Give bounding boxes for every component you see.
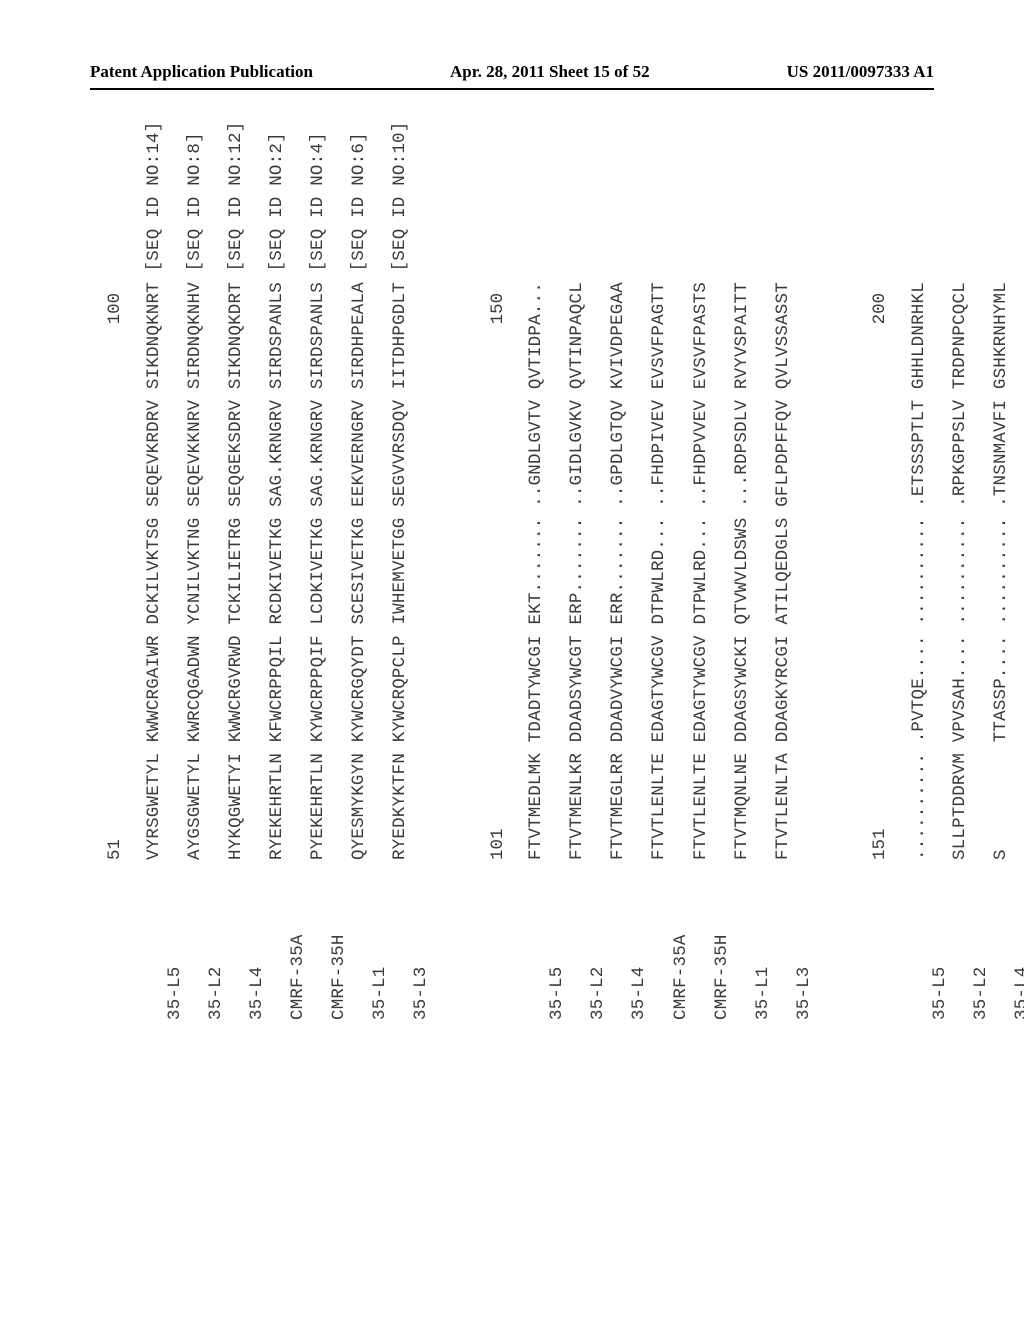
ruler-start: 151	[870, 828, 890, 860]
position-ruler: 51 100	[105, 0, 125, 860]
ruler-end: 100	[105, 293, 125, 325]
sequence-row: AYGSGWETYL KWRCQGADWN YCNILVKTNG SEQEVKK…	[184, 0, 208, 860]
sequence-row: VYRSGWETYL KWWCRGAIWR DCKILVKTSG SEQEVKR…	[143, 0, 167, 860]
ruler-end: 200	[870, 293, 890, 325]
position-ruler: 151 200	[870, 0, 890, 860]
sequence-row: FTVTMEGLRR DDADVYWCGI ERR....... ..GPDLG…	[607, 0, 631, 860]
row-labels-col: 35-L5 35-L2 35-L4 CMRF-35A CMRF-35H 35-L…	[488, 860, 835, 1020]
sequence-row: FTVTLENLTE EDAGTYWCGV DTPWLRD... ..FHDPV…	[690, 0, 714, 860]
row-label: 35-L3	[793, 860, 817, 1020]
row-label: 35-L4	[1011, 860, 1024, 1020]
sequence-row: PYEKEHRTLN KYWCRPPQIF LCDKIVETKG SAG.KRN…	[307, 0, 331, 860]
sequence-row: FTVTMEDLMK TDADTYWCGI EKT....... ..GNDLG…	[525, 0, 549, 860]
ruler-end: 150	[488, 293, 508, 325]
sequence-row: FTVTMENLKR DDADSYWCGT ERP....... ..GIDLG…	[566, 0, 590, 860]
sequence-row: FTVTLENLTA DDAGKYRCGI ATILQEDGLS GFLPDPF…	[772, 0, 796, 860]
figure-body: 35-L5 35-L2 35-L4 CMRF-35A CMRF-35H 35-L…	[105, 0, 925, 1020]
row-labels-spacer	[505, 860, 529, 1020]
row-label: 35-L5	[164, 860, 188, 1020]
alignment-block-2: 35-L5 35-L2 35-L4 CMRF-35A CMRF-35H 35-L…	[488, 0, 835, 1020]
row-label: CMRF-35A	[287, 860, 311, 1020]
sequence-row: RYEKEHRTLN KFWCRPPQIL RCDKIVETKG SAG.KRN…	[266, 0, 290, 860]
sequence-row: QYESMYKGYN KYWCRGQYDT SCESIVETKG EEKVERN…	[348, 0, 372, 860]
row-label: 35-L5	[929, 860, 953, 1020]
row-label: 35-L1	[752, 860, 776, 1020]
ruler-start: 101	[488, 828, 508, 860]
row-labels-spacer	[123, 860, 147, 1020]
row-labels-spacer	[888, 860, 912, 1020]
row-label: 35-L2	[587, 860, 611, 1020]
sequence-row: S TTASSP.... .......... .TNSNMAVFI GSHKR…	[990, 0, 1014, 860]
sequence-col: 151 200 .......... .PVTQE.... ..........…	[870, 0, 1024, 860]
sequence-row: .......... .PVTQE.... .......... .ETSSSP…	[908, 0, 932, 860]
row-label: 35-L3	[410, 860, 434, 1020]
row-labels-col: 35-L5 35-L2 35-L4 CMRF-35A CMRF-35H 35-L…	[870, 860, 1024, 1020]
row-label: 35-L2	[970, 860, 994, 1020]
row-label: CMRF-35A	[670, 860, 694, 1020]
row-label: 35-L4	[628, 860, 652, 1020]
row-label: CMRF-35H	[711, 860, 735, 1020]
page: Patent Application Publication Apr. 28, …	[0, 0, 1024, 1320]
sequence-row: SLLPTDDRVM VPVSAH.... .......... .RPKGPP…	[949, 0, 973, 860]
row-label: CMRF-35H	[328, 860, 352, 1020]
sequence-row: FTVTLENLTE EDAGTYWCGV DTPWLRD... ..FHDPI…	[648, 0, 672, 860]
sequence-row: HYKQGWETYI KWWCRGVRWD TCKILIETRG SEQGEKS…	[225, 0, 249, 860]
row-label: 35-L4	[246, 860, 270, 1020]
sequence-row: FTVTMQNLNE DDAGSYWCKI QTVWVLDSWS ...RDPS…	[731, 0, 755, 860]
ruler-start: 51	[105, 839, 125, 860]
row-label: 35-L5	[546, 860, 570, 1020]
position-ruler: 101 150	[488, 0, 508, 860]
sequence-col: 101 150 FTVTMEDLMK TDADTYWCGI EKT.......…	[488, 0, 835, 860]
rotated-figure-canvas: 35-L5 35-L2 35-L4 CMRF-35A CMRF-35H 35-L…	[105, 0, 925, 1020]
alignment-block-1: 35-L5 35-L2 35-L4 CMRF-35A CMRF-35H 35-L…	[105, 0, 452, 1020]
sequence-col: 51 100 VYRSGWETYL KWWCRGAIWR DCKILVKTSG …	[105, 0, 452, 860]
row-label: 35-L1	[369, 860, 393, 1020]
row-labels-col: 35-L5 35-L2 35-L4 CMRF-35A CMRF-35H 35-L…	[105, 860, 452, 1020]
sequence-row: RYEDKYKTFN KYWCRQPCLP IWHEMVETGG SEGVVRS…	[389, 0, 413, 860]
alignment-block-3: 35-L5 35-L2 35-L4 CMRF-35A CMRF-35H 35-L…	[870, 0, 1024, 1020]
row-label: 35-L2	[205, 860, 229, 1020]
